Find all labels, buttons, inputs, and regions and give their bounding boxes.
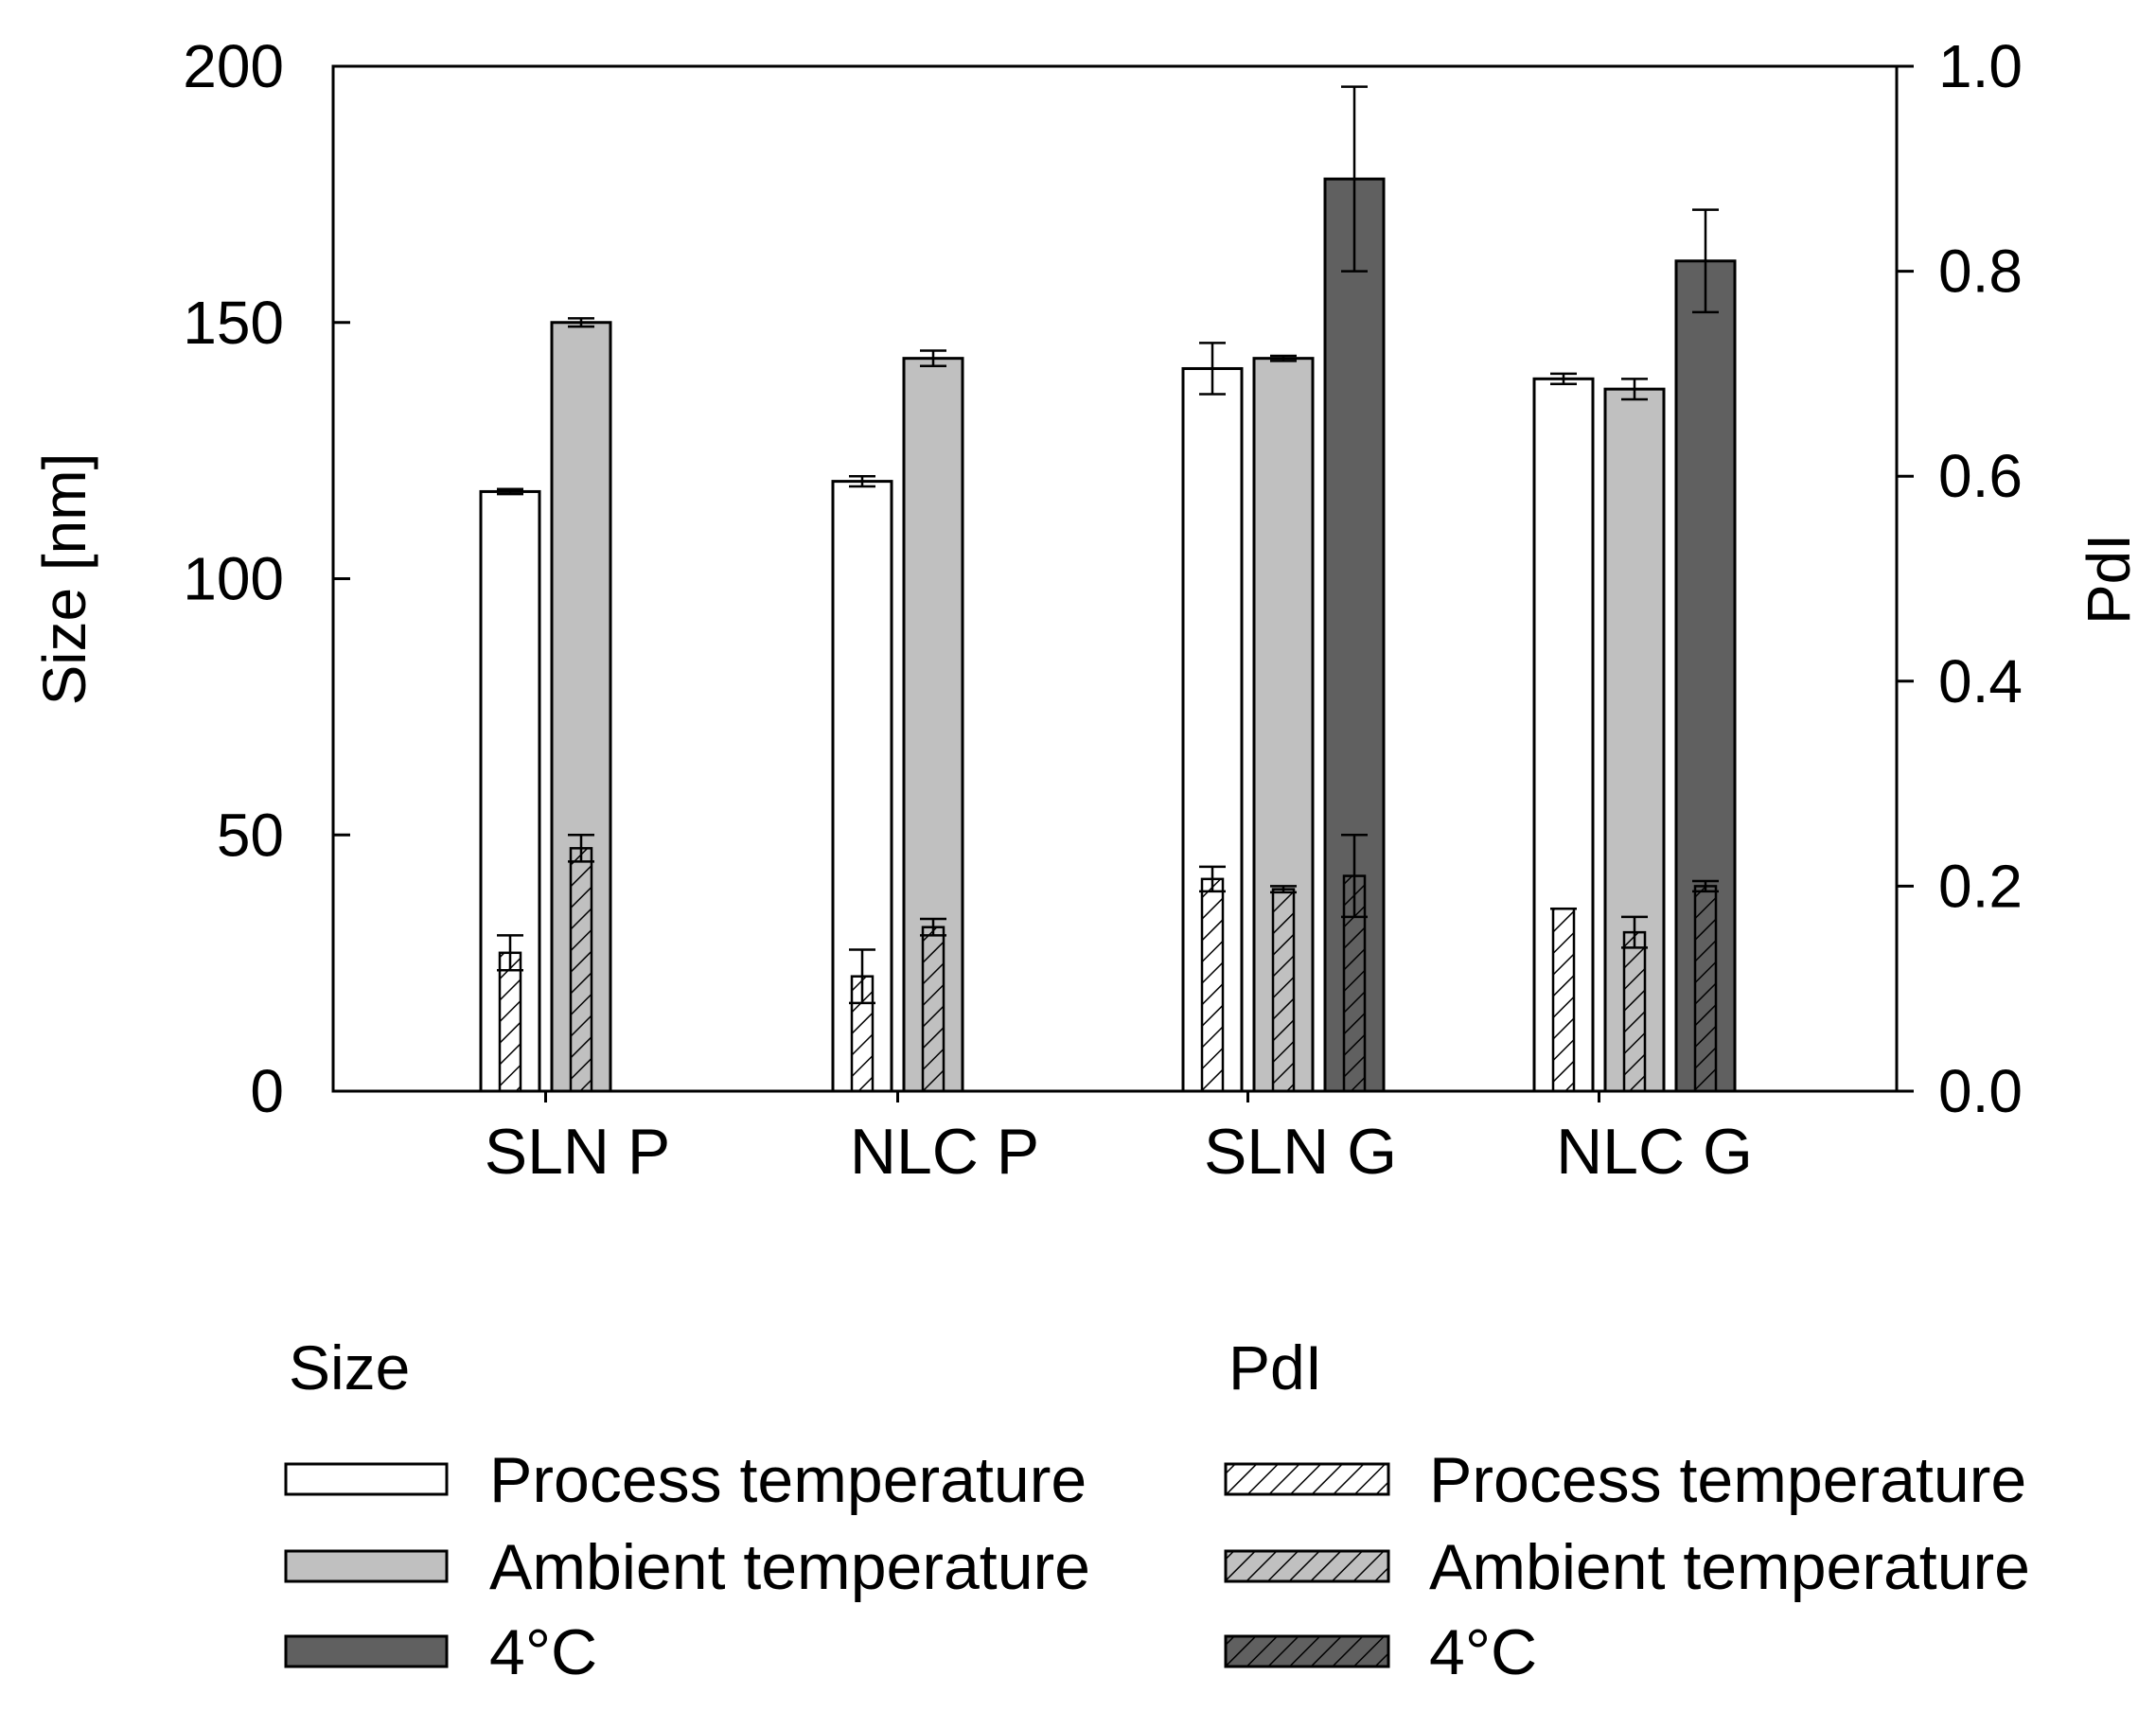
size-error-ambient-2 (1270, 354, 1297, 362)
legend-swatch-pdi-process (1224, 1462, 1390, 1496)
pdi-bar-ambient-0 (569, 847, 593, 1093)
plot-area (331, 64, 1899, 1093)
legend-label-size-ambient: Ambient temperature (489, 1531, 1090, 1603)
size-error-ambient-1 (920, 349, 946, 368)
error-bars (497, 85, 1719, 1005)
pdi-error-cold-2 (1341, 834, 1368, 919)
pdi-error-process-2 (1199, 865, 1226, 893)
legend-swatch-pdi-cold (1224, 1634, 1390, 1668)
size-error-process-2 (1199, 342, 1226, 396)
size-error-process-1 (849, 474, 875, 488)
pdi-bar-ambient-2 (1271, 888, 1296, 1093)
left-tick-label: 200 (183, 32, 284, 100)
size-error-cold-3 (1692, 208, 1719, 314)
size-error-ambient-0 (568, 317, 594, 328)
legend-swatch-pdi-ambient (1224, 1549, 1390, 1583)
legend-heading-pdi: PdI (1228, 1332, 1322, 1402)
right-tick-label: 0.2 (1938, 852, 2023, 920)
x-category-label: NLC P (850, 1116, 1039, 1188)
legend-items: Process temperature Ambient temperature 4°… (284, 1444, 2030, 1688)
pdi-error-cold-3 (1692, 879, 1719, 893)
legend-swatch-size-ambient (284, 1549, 449, 1583)
x-category-label: SLN P (485, 1116, 671, 1188)
legend-label-size-cold: 4°C (489, 1616, 597, 1688)
right-tick-label: 0.8 (1938, 238, 2023, 306)
legend: Size PdI Process temperature Ambient temp… (284, 1332, 2030, 1688)
left-tick-label: 50 (217, 801, 284, 869)
size-error-process-3 (1550, 372, 1577, 385)
pdi-bar-cold-3 (1693, 885, 1718, 1093)
pdi-bar-process-3 (1551, 907, 1576, 1093)
legend-swatch-size-process (284, 1462, 449, 1496)
legend-label-pdi-process: Process temperature (1429, 1444, 2026, 1516)
left-axis: 0 50 100 150 200 (183, 32, 350, 1125)
y2-axis-title: PdI (2075, 534, 2143, 625)
x-axis: SLN P NLC P SLN G NLC G (485, 1091, 1753, 1188)
size-error-cold-2 (1341, 85, 1368, 273)
pdi-error-ambient-1 (920, 917, 946, 937)
pdi-error-process-0 (497, 934, 523, 972)
x-category-label: SLN G (1204, 1116, 1397, 1188)
right-axis: 0.0 0.2 0.4 0.6 0.8 1.0 (1897, 32, 2023, 1125)
legend-label-pdi-ambient: Ambient temperature (1429, 1531, 2030, 1603)
pdi-error-ambient-0 (568, 834, 594, 863)
pdi-bar-ambient-1 (921, 926, 945, 1093)
y-axis-title: Size [nm] (30, 453, 98, 706)
pdi-bars (498, 847, 1718, 1093)
right-tick-label: 1.0 (1938, 32, 2023, 100)
size-bars (479, 177, 1737, 1093)
pdi-bar-process-2 (1200, 877, 1225, 1093)
size-error-ambient-3 (1621, 378, 1648, 401)
left-tick-label: 100 (183, 545, 284, 613)
pdi-error-ambient-2 (1270, 885, 1297, 894)
legend-swatch-size-cold (284, 1634, 449, 1668)
left-tick-label: 0 (250, 1057, 284, 1125)
left-tick-label: 150 (183, 289, 284, 357)
legend-label-pdi-cold: 4°C (1429, 1616, 1537, 1688)
right-tick-label: 0.6 (1938, 442, 2023, 510)
pdi-error-process-1 (849, 948, 875, 1005)
right-tick-label: 0.0 (1938, 1057, 2023, 1125)
pdi-error-ambient-3 (1621, 915, 1648, 949)
right-tick-label: 0.4 (1938, 647, 2023, 715)
legend-label-size-process: Process temperature (489, 1444, 1087, 1516)
x-category-label: NLC G (1556, 1116, 1753, 1188)
legend-heading-size: Size (289, 1332, 410, 1402)
size-error-process-0 (497, 487, 523, 496)
pdi-bar-ambient-3 (1622, 930, 1647, 1093)
pdi-bar-process-0 (498, 951, 522, 1093)
